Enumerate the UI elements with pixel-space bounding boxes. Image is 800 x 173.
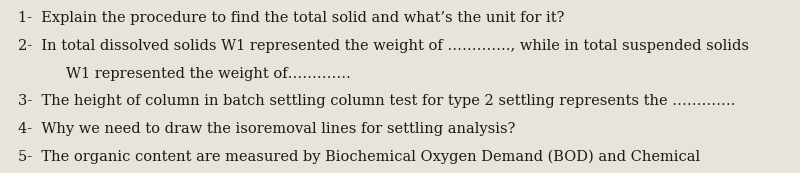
Text: W1 represented the weight of………….: W1 represented the weight of………….: [66, 67, 350, 80]
Text: 5-  The organic content are measured by Biochemical Oxygen Demand (BOD) and Chem: 5- The organic content are measured by B…: [18, 149, 700, 164]
Text: 4-  Why we need to draw the isoremoval lines for settling analysis?: 4- Why we need to draw the isoremoval li…: [18, 122, 515, 136]
Text: 1-  Explain the procedure to find the total solid and what’s the unit for it?: 1- Explain the procedure to find the tot…: [18, 11, 564, 25]
Text: 3-  The height of column in batch settling column test for type 2 settling repre: 3- The height of column in batch settlin…: [18, 94, 735, 108]
Text: 2-  In total dissolved solids W1 represented the weight of …………., while in total: 2- In total dissolved solids W1 represen…: [18, 39, 749, 53]
